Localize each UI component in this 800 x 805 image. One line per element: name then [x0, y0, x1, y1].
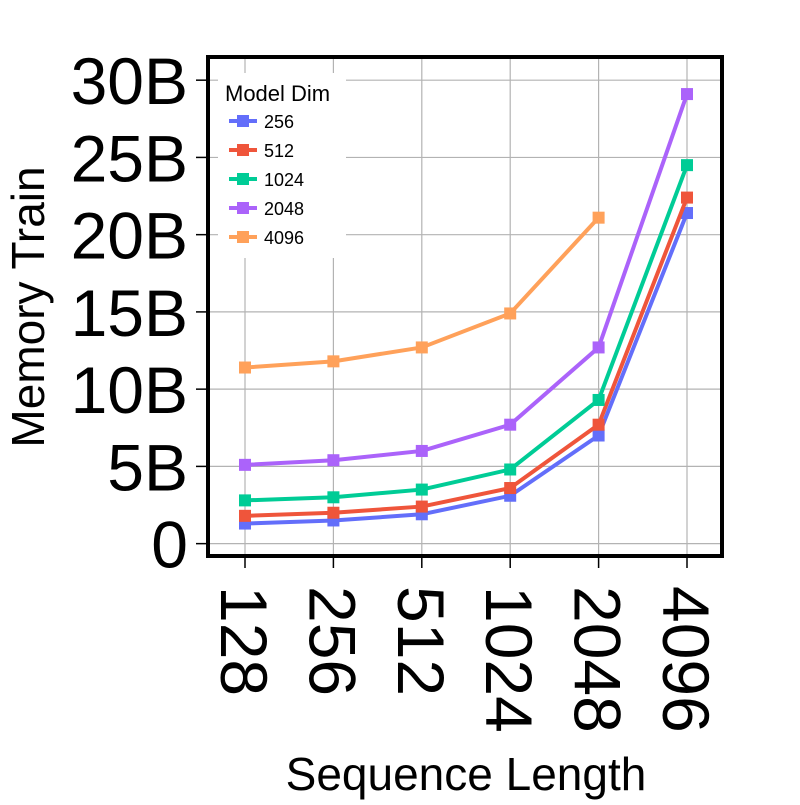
y-tick-label: 15B [71, 276, 188, 350]
data-point-2048 [681, 88, 693, 101]
x-axis-label: Sequence Length [286, 748, 647, 800]
legend-label-1024: 1024 [264, 170, 304, 190]
data-point-4096 [592, 211, 605, 224]
data-point-1024 [504, 463, 517, 476]
data-point-2048 [239, 458, 251, 471]
data-point-4096 [415, 341, 428, 354]
data-point-512 [504, 482, 517, 495]
data-point-4096 [327, 355, 340, 368]
data-point-512 [415, 500, 428, 513]
legend-label-2048: 2048 [264, 199, 304, 219]
plot-frame [206, 55, 724, 558]
legend-label-512: 512 [264, 141, 294, 161]
y-axis-label: Memory Train [2, 166, 54, 447]
x-tick-label: 2048 [561, 586, 635, 733]
series-line-1024 [244, 164, 689, 503]
x-tick-label: 512 [384, 586, 458, 696]
series-line-2048 [244, 93, 689, 467]
legend-title: Model Dim [225, 81, 330, 106]
data-point-1024 [592, 393, 605, 406]
legend-marker-4096 [237, 231, 249, 243]
legend: Model Dim 256 512 1024 2048 4096 [218, 73, 346, 258]
data-point-512 [592, 418, 605, 431]
y-tick-label: 25B [71, 121, 188, 195]
data-point-2048 [592, 341, 605, 354]
data-point-4096 [504, 307, 517, 320]
legend-marker-1024 [237, 173, 249, 185]
data-point-512 [239, 509, 251, 522]
y-tick-label: 10B [71, 353, 188, 427]
x-tick-label: 256 [295, 586, 369, 696]
data-point-1024 [415, 483, 428, 496]
data-point-512 [327, 506, 340, 519]
data-point-1024 [681, 159, 693, 172]
data-point-1024 [239, 494, 251, 507]
series-line-256 [244, 212, 689, 526]
data-point-512 [681, 191, 693, 204]
x-tick-label: 1024 [472, 586, 546, 733]
legend-label-256: 256 [264, 112, 294, 132]
legend-marker-2048 [237, 202, 249, 214]
series-line-512 [244, 196, 689, 518]
data-point-256 [592, 429, 605, 442]
data-point-1024 [327, 491, 340, 504]
y-tick-label: 30B [71, 44, 188, 118]
y-tick-label: 20B [71, 199, 188, 273]
series-layer [239, 88, 693, 530]
x-tick-label: 128 [207, 586, 281, 696]
legend-marker-512 [237, 144, 249, 156]
y-tick-label: 5B [107, 430, 188, 504]
x-tick-label: 4096 [649, 586, 723, 733]
data-point-4096 [239, 361, 251, 374]
data-point-2048 [504, 418, 517, 431]
legend-marker-256 [237, 115, 249, 127]
data-point-2048 [327, 454, 340, 467]
legend-label-4096: 4096 [264, 228, 304, 248]
data-point-2048 [415, 444, 428, 457]
legend-box [218, 73, 346, 258]
y-tick-label: 0 [151, 508, 188, 582]
